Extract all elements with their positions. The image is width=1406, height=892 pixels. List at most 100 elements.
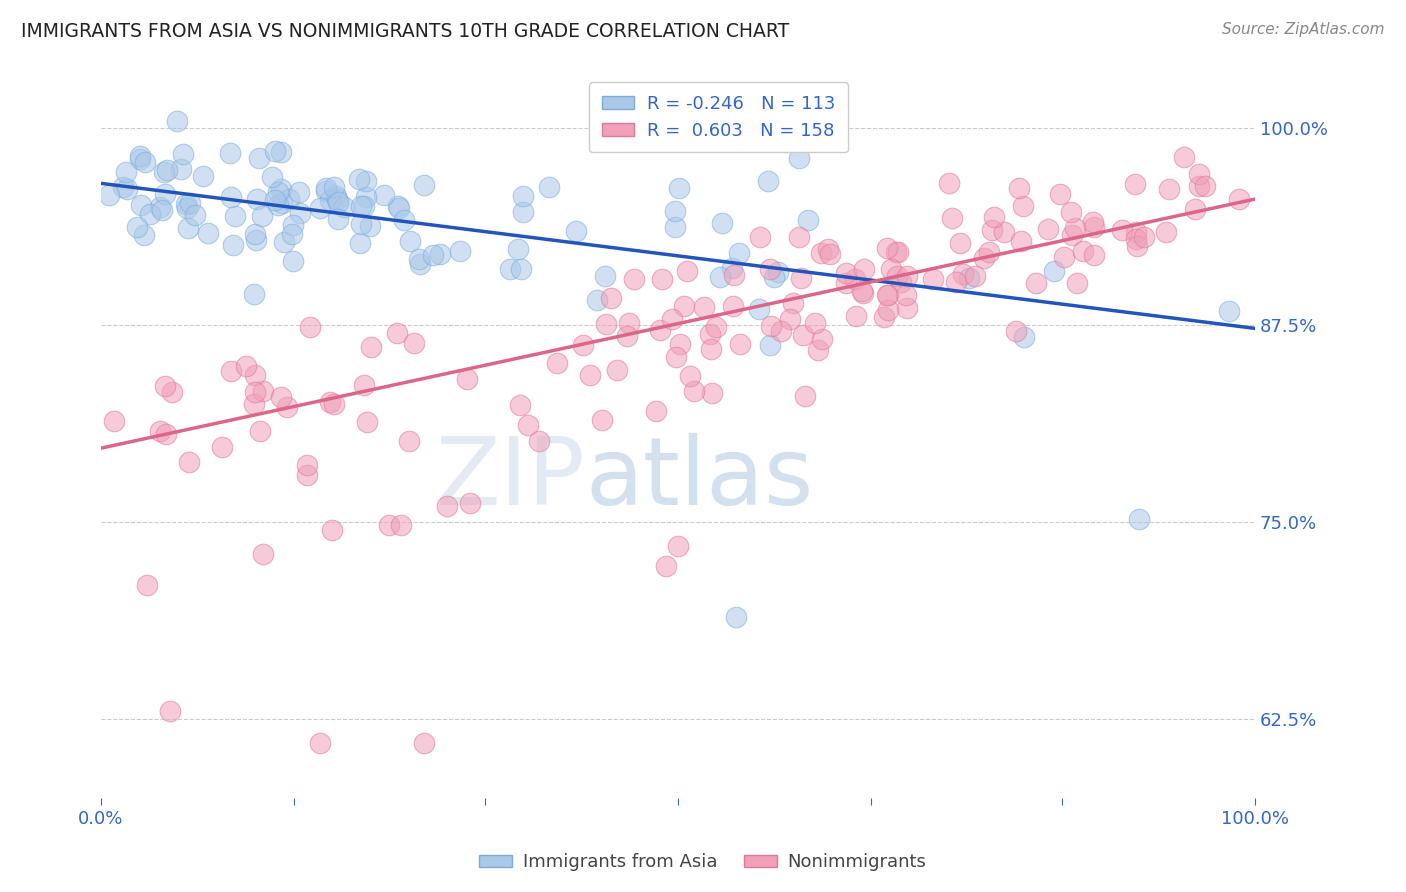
Point xyxy=(150,202,173,217)
Point xyxy=(276,401,298,415)
Point xyxy=(616,329,638,343)
Point xyxy=(591,413,613,427)
Point xyxy=(585,293,607,307)
Point xyxy=(350,199,373,213)
Point xyxy=(245,233,267,247)
Point xyxy=(319,395,342,409)
Point xyxy=(250,209,273,223)
Point xyxy=(668,180,690,194)
Point xyxy=(264,144,287,158)
Point xyxy=(243,368,266,382)
Point xyxy=(288,206,311,220)
Point xyxy=(835,267,858,281)
Point xyxy=(402,336,425,351)
Point xyxy=(723,268,745,282)
Point xyxy=(565,224,588,238)
Point xyxy=(1218,304,1240,318)
Point xyxy=(770,325,793,339)
Point xyxy=(673,299,696,313)
Point xyxy=(409,257,432,271)
Point xyxy=(326,192,349,206)
Text: atlas: atlas xyxy=(586,434,814,525)
Point xyxy=(886,269,908,284)
Point xyxy=(309,736,332,750)
Point xyxy=(593,269,616,284)
Point xyxy=(517,418,540,433)
Point xyxy=(700,342,723,356)
Point xyxy=(922,272,945,286)
Point xyxy=(835,276,858,290)
Point xyxy=(176,201,198,215)
Point xyxy=(794,389,817,403)
Point xyxy=(280,227,302,241)
Point xyxy=(246,192,269,206)
Point xyxy=(790,271,813,285)
Point xyxy=(422,247,444,261)
Point xyxy=(359,219,381,233)
Point xyxy=(779,311,801,326)
Point xyxy=(952,267,974,281)
Point xyxy=(184,208,207,222)
Point xyxy=(787,151,810,165)
Point xyxy=(1053,250,1076,264)
Point xyxy=(326,211,349,226)
Point xyxy=(606,363,628,377)
Point xyxy=(664,219,686,234)
Point xyxy=(938,176,960,190)
Point xyxy=(852,286,875,301)
Point xyxy=(1083,248,1105,262)
Point xyxy=(413,736,436,750)
Point xyxy=(963,269,986,284)
Point xyxy=(645,404,668,418)
Point xyxy=(1173,150,1195,164)
Point xyxy=(1128,512,1150,526)
Point xyxy=(759,318,782,333)
Text: ZIP: ZIP xyxy=(436,434,586,525)
Point xyxy=(527,434,550,448)
Point xyxy=(699,327,721,342)
Legend: R = -0.246   N = 113, R =  0.603   N = 158: R = -0.246 N = 113, R = 0.603 N = 158 xyxy=(589,82,848,153)
Point xyxy=(748,229,770,244)
Point xyxy=(153,379,176,393)
Point xyxy=(270,145,292,160)
Point xyxy=(498,262,520,277)
Point xyxy=(721,300,744,314)
Point xyxy=(896,269,918,284)
Point xyxy=(1194,179,1216,194)
Point xyxy=(886,244,908,259)
Point xyxy=(1132,230,1154,244)
Point xyxy=(408,252,430,266)
Point xyxy=(1036,221,1059,235)
Point xyxy=(949,236,972,251)
Point xyxy=(579,368,602,382)
Point xyxy=(1060,227,1083,242)
Point xyxy=(193,169,215,183)
Point xyxy=(267,198,290,212)
Point xyxy=(1111,223,1133,237)
Point xyxy=(748,301,770,316)
Point xyxy=(134,155,156,169)
Point xyxy=(810,246,832,260)
Point xyxy=(136,578,159,592)
Point xyxy=(1005,324,1028,338)
Point xyxy=(704,320,727,334)
Point xyxy=(758,261,780,276)
Point xyxy=(111,180,134,194)
Point xyxy=(115,165,138,179)
Point xyxy=(170,162,193,177)
Point xyxy=(1043,264,1066,278)
Point xyxy=(413,178,436,192)
Point xyxy=(651,272,673,286)
Point xyxy=(1156,225,1178,239)
Point xyxy=(326,194,349,209)
Point xyxy=(880,262,903,277)
Point xyxy=(782,295,804,310)
Point xyxy=(617,316,640,330)
Point xyxy=(298,320,321,334)
Point xyxy=(973,251,995,265)
Point xyxy=(373,187,395,202)
Point xyxy=(149,201,172,215)
Point xyxy=(160,384,183,399)
Point xyxy=(378,518,401,533)
Point xyxy=(263,193,285,207)
